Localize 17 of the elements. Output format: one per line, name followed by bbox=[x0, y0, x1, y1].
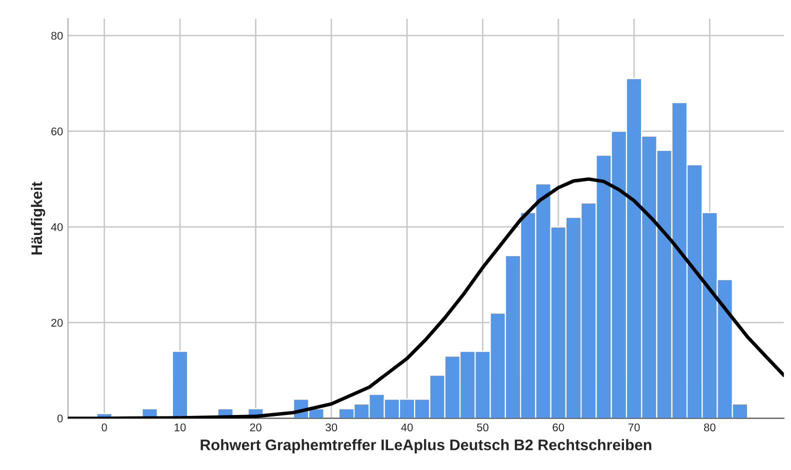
x-tick-label: 40 bbox=[401, 423, 413, 432]
x-tick-label: 0 bbox=[102, 423, 108, 432]
x-tick-label: 60 bbox=[552, 423, 564, 432]
x-tick-label: 50 bbox=[476, 423, 488, 432]
y-tick-label: 80 bbox=[51, 32, 63, 40]
line-series bbox=[68, 177, 784, 418]
x-tick-label: 80 bbox=[704, 423, 716, 432]
x-axis-title: Rohwert Graphemtreffer ILeAplus Deutsch B2 Rechtschreiben bbox=[200, 439, 652, 454]
x-tick-label: 10 bbox=[174, 423, 186, 432]
y-axis-title: Häufigkeit bbox=[30, 182, 46, 254]
x-tick-label: 20 bbox=[250, 423, 262, 432]
y-tick-label: 60 bbox=[51, 128, 63, 136]
x-tick-label: 30 bbox=[326, 423, 338, 432]
y-tick-label: 0 bbox=[57, 414, 63, 422]
x-tick-label: 70 bbox=[628, 423, 640, 432]
y-tick-label: 20 bbox=[51, 318, 63, 327]
y-tick-label: 40 bbox=[51, 223, 63, 232]
